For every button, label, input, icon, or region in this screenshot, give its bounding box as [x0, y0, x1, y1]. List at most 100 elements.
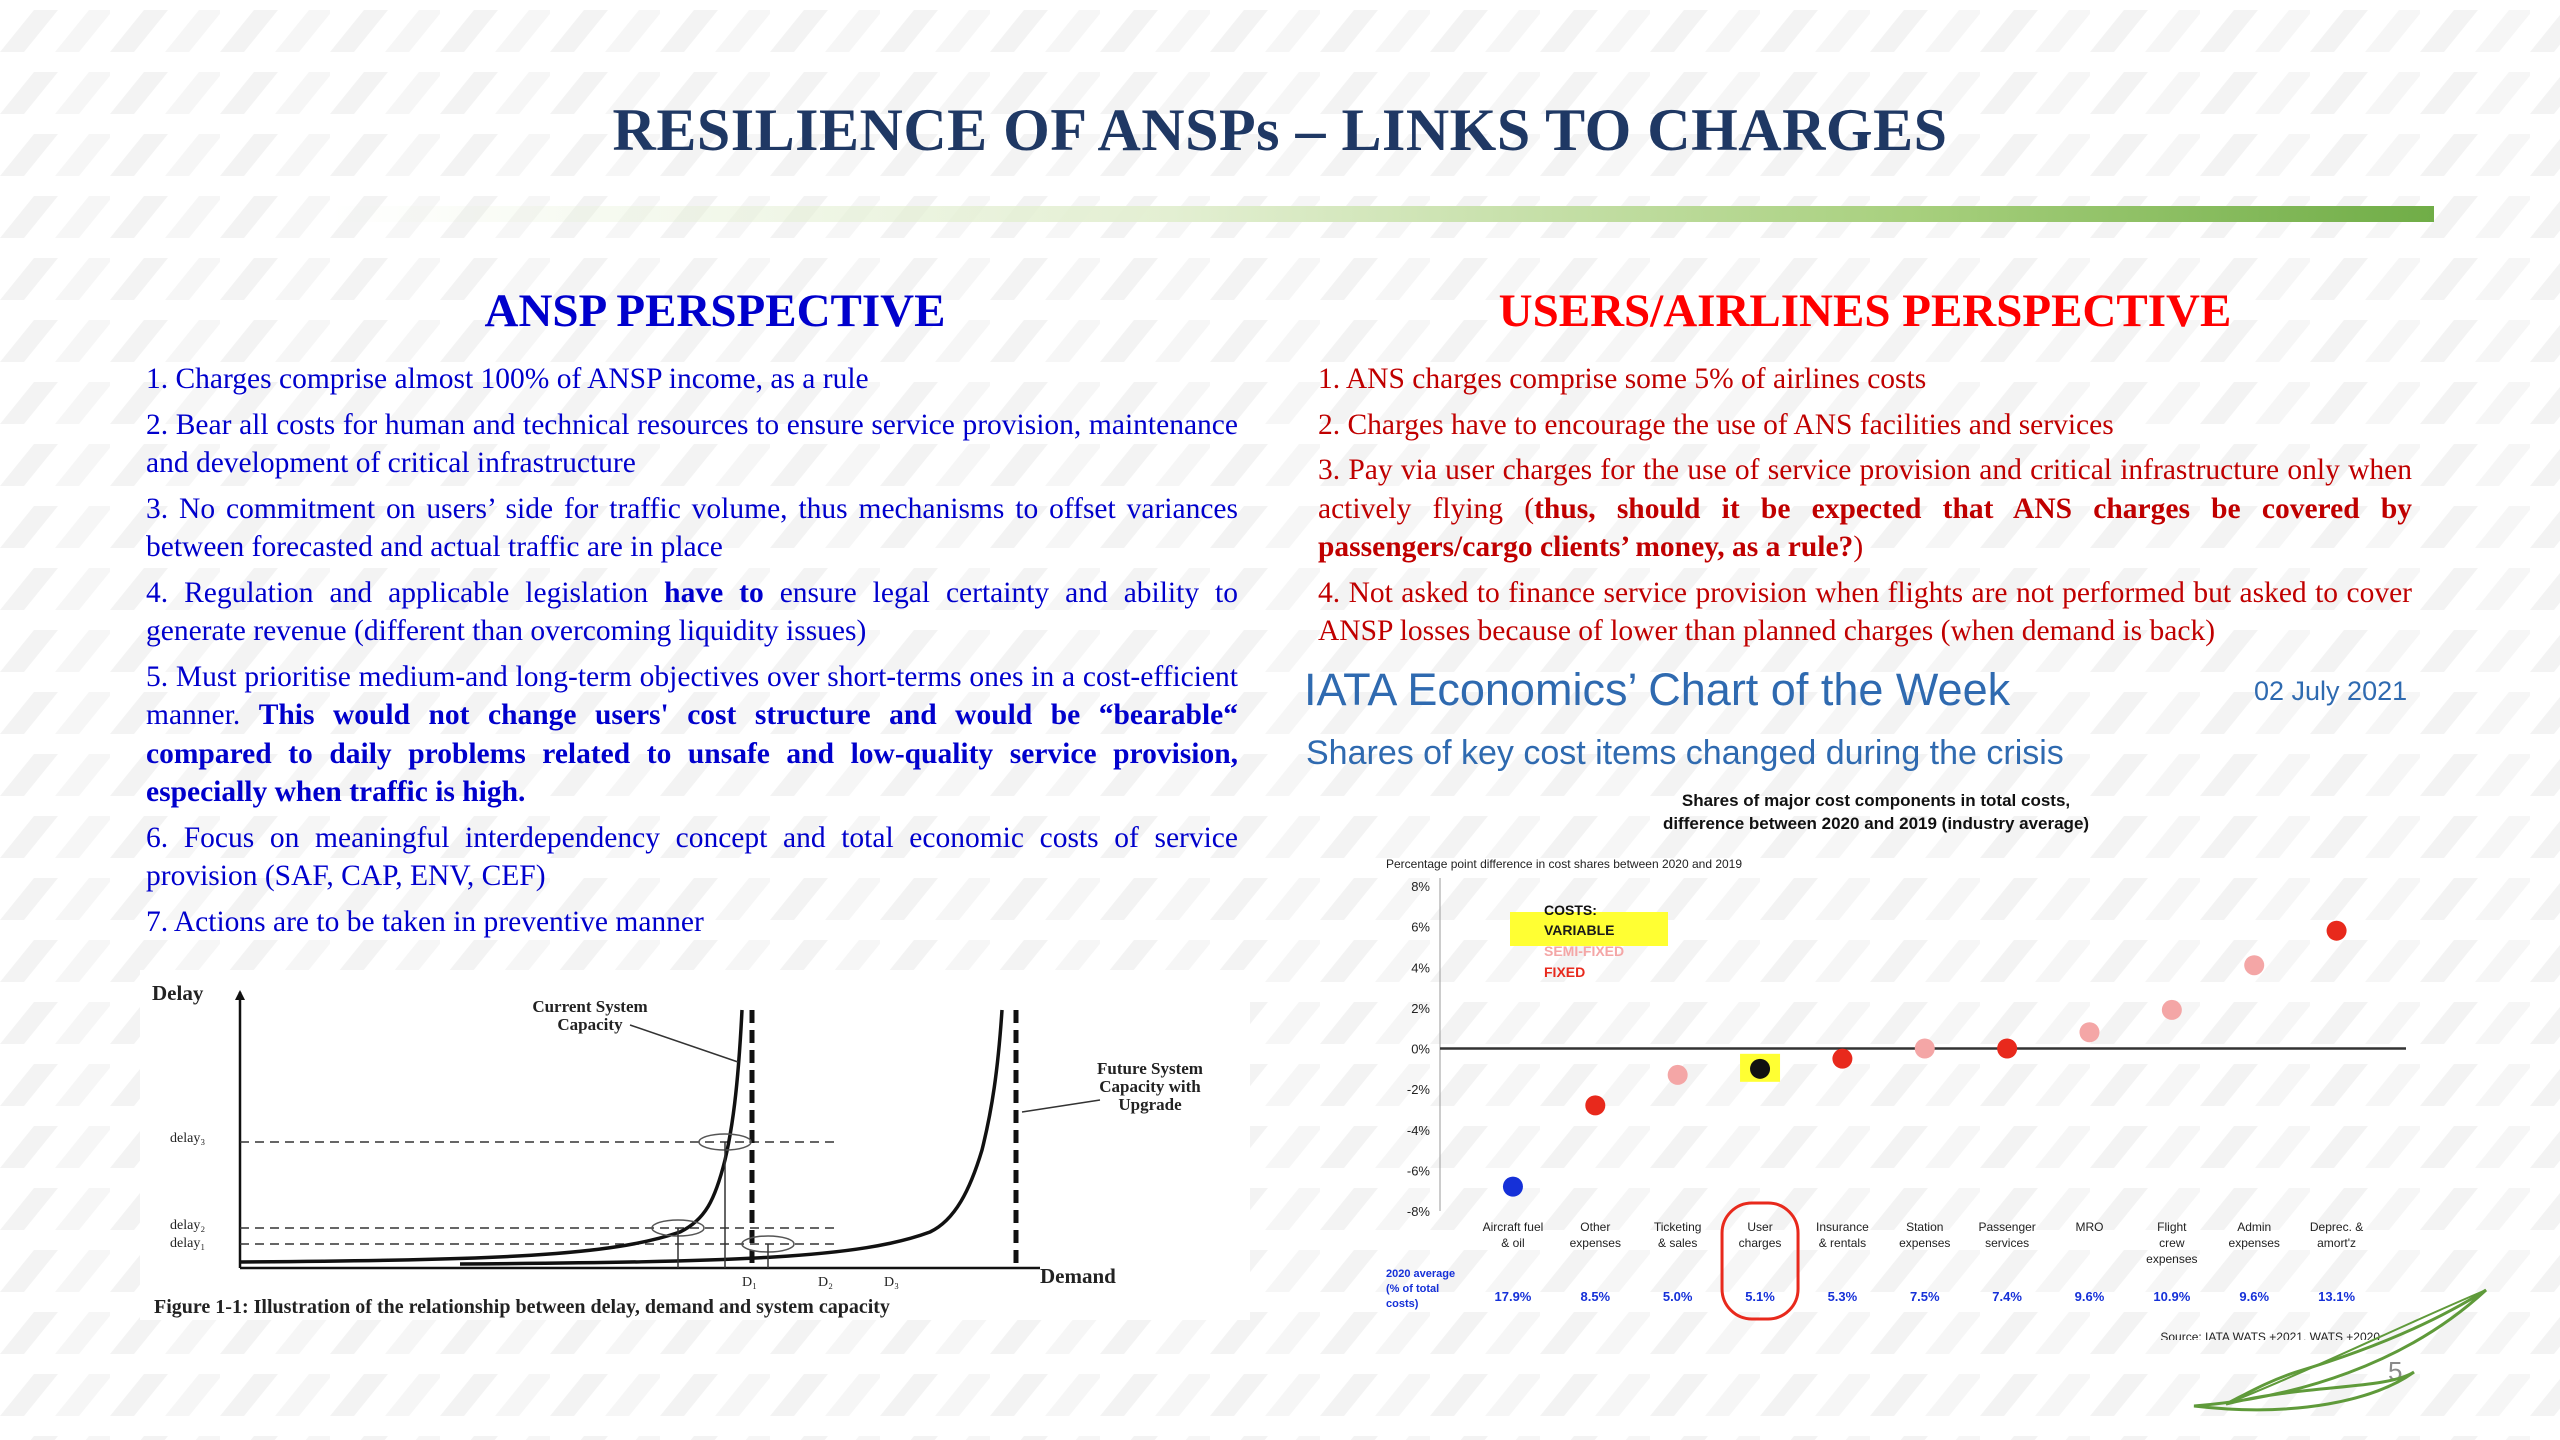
users-list: 1. ANS charges comprise some 5% of airli…: [1318, 360, 2412, 658]
legend-heading: COSTS:: [1544, 902, 1597, 918]
category-label: & oil: [1501, 1236, 1524, 1250]
data-point: [1502, 1176, 1523, 1197]
ansp-item-4: 4. Regulation and applicable legislation…: [146, 574, 1238, 651]
d2-tick: D₂: [818, 1275, 833, 1290]
y-tick-label: 2%: [1411, 1001, 1430, 1016]
delay-y-axis-arrow: [235, 990, 245, 1000]
chart-title-line-2: difference between 2020 and 2019 (indust…: [1663, 814, 2089, 833]
category-label: services: [1985, 1236, 2029, 1250]
average-value: 5.3%: [1828, 1289, 1858, 1304]
demand-axis-label: Demand: [1040, 1264, 1116, 1288]
ansp-item-4-bold: have to: [664, 576, 764, 609]
future-delay-curve: [459, 1009, 1004, 1266]
category-label: & sales: [1658, 1236, 1697, 1250]
users-item-1: 1. ANS charges comprise some 5% of airli…: [1318, 363, 1927, 395]
d3-tick: D₃: [884, 1275, 899, 1290]
category-label: Aircraft fuel: [1483, 1220, 1544, 1234]
current-capacity-pointer: [629, 1024, 739, 1063]
ansp-item-7: 7. Actions are to be taken in preventive…: [146, 905, 704, 938]
category-label: expenses: [2146, 1252, 2197, 1266]
ansp-item-4-post: ensure legal certainty and ability to ge…: [146, 576, 1239, 648]
category-label: amort'z: [2317, 1236, 2356, 1250]
chart-title-line-1: Shares of major cost components in total…: [1682, 791, 2070, 810]
delay2-tick: delay₂: [170, 1218, 205, 1233]
users-item-3-post: ): [1853, 531, 1864, 563]
average-value: 9.6%: [2239, 1289, 2269, 1304]
average-value: 10.9%: [2153, 1289, 2190, 1304]
future-capacity-label-1: Future System: [1097, 1059, 1203, 1078]
category-label: Deprec. &: [2310, 1220, 2363, 1234]
average-value: 7.4%: [1992, 1289, 2022, 1304]
current-capacity-label-2: Capacity: [557, 1015, 623, 1034]
y-tick-label: -2%: [1407, 1082, 1431, 1097]
y-tick-label: -8%: [1407, 1204, 1431, 1219]
delay-demand-figure: Delay Demand delay₃ delay₂ delay₁ D₁ D₂ …: [140, 970, 1250, 1320]
category-label: Ticketing: [1654, 1220, 1702, 1234]
category-label: User: [1747, 1220, 1772, 1234]
users-item-4: 4. Not asked to finance service provisio…: [1318, 576, 2412, 648]
legend-item-semi-fixed: SEMI-FIXED: [1544, 943, 1624, 959]
legend-item-fixed: FIXED: [1544, 964, 1585, 980]
average-value: 8.5%: [1580, 1289, 1610, 1304]
delay3-tick: delay₃: [170, 1131, 205, 1146]
average-value: 9.6%: [2075, 1289, 2105, 1304]
ansp-item-5: 5. Must prioritise medium-and long-term …: [146, 658, 1238, 812]
users-heading: USERS/AIRLINES PERSPECTIVE: [1498, 285, 2232, 337]
ansp-item-6: 6. Focus on meaningful interdependency c…: [146, 821, 1238, 893]
category-label: Passenger: [1978, 1220, 2035, 1234]
legend-item-variable: VARIABLE: [1544, 922, 1615, 938]
category-label: Insurance: [1816, 1220, 1869, 1234]
future-capacity-pointer: [1021, 1099, 1101, 1113]
delay-figure-caption: Figure 1-1: Illustration of the relation…: [154, 1296, 890, 1318]
y-tick-label: 8%: [1411, 879, 1430, 894]
ansp-item-5-pre: 5. Must prioritise medium-and long-term …: [146, 660, 1238, 732]
averages-label-line-3: costs): [1386, 1298, 1419, 1310]
ansp-item-5-bold: This would not change users' cost struct…: [146, 699, 1238, 808]
chart-y-label: Percentage point difference in cost shar…: [1386, 857, 1742, 871]
title-underline: [330, 206, 2434, 222]
data-point: [1914, 1038, 1935, 1059]
data-point: [2326, 920, 2347, 941]
category-label: expenses: [1570, 1236, 1621, 1250]
average-value: 5.0%: [1663, 1289, 1693, 1304]
data-point: [2244, 955, 2265, 976]
y-tick-label: 6%: [1411, 920, 1430, 935]
current-delay-curve: [239, 1009, 744, 1264]
category-label: Flight: [2157, 1220, 2187, 1234]
averages-label-line-2: (% of total: [1386, 1283, 1439, 1295]
user-charges-circle: [1720, 1201, 1800, 1321]
cost-share-chart: Shares of major cost components in total…: [1386, 791, 2406, 1340]
category-label: Admin: [2237, 1220, 2271, 1234]
data-point: [1667, 1064, 1688, 1085]
iata-title: IATA Economics’ Chart of the Week: [1304, 664, 2011, 715]
iata-subtitle: Shares of key cost items changed during …: [1306, 734, 2064, 772]
ansp-heading: ANSP PERSPECTIVE: [484, 285, 946, 337]
delay1-tick: delay₁: [170, 1236, 205, 1251]
users-item-2: 2. Charges have to encourage the use of …: [1318, 408, 2114, 441]
category-label: Station: [1906, 1220, 1943, 1234]
data-point: [1832, 1048, 1853, 1069]
chart-source: Source: IATA WATS +2021, WATS +2020: [2160, 1330, 2380, 1340]
category-label: MRO: [2075, 1220, 2103, 1234]
category-label: & rentals: [1819, 1236, 1866, 1250]
data-point: [2161, 999, 2182, 1020]
average-value: 17.9%: [1495, 1289, 1532, 1304]
average-value: 13.1%: [2318, 1289, 2355, 1304]
data-point: [1585, 1095, 1606, 1116]
legend-highlight: [1510, 912, 1668, 946]
y-tick-label: 4%: [1411, 960, 1430, 975]
d1-tick: D₁: [742, 1275, 757, 1290]
data-point: [1997, 1038, 2018, 1059]
users-item-3: 3. Pay via user charges for the use of s…: [1318, 451, 2412, 567]
average-value: 7.5%: [1910, 1289, 1940, 1304]
ansp-item-4-pre: 4. Regulation and applicable legislation: [146, 576, 665, 609]
y-tick-label: -6%: [1407, 1163, 1431, 1178]
average-value: 5.1%: [1745, 1289, 1775, 1304]
ansp-item-3: 3. No commitment on users’ side for traf…: [146, 492, 1238, 564]
category-label: Other: [1580, 1220, 1610, 1234]
users-item-3-bold: thus, should it be expected that ANS cha…: [1318, 492, 2412, 564]
category-label: charges: [1739, 1236, 1782, 1250]
category-label: expenses: [2229, 1236, 2280, 1250]
users-item-3-pre: 3. Pay via user charges for the use of s…: [1318, 454, 2412, 525]
category-label: crew: [2159, 1236, 2185, 1250]
